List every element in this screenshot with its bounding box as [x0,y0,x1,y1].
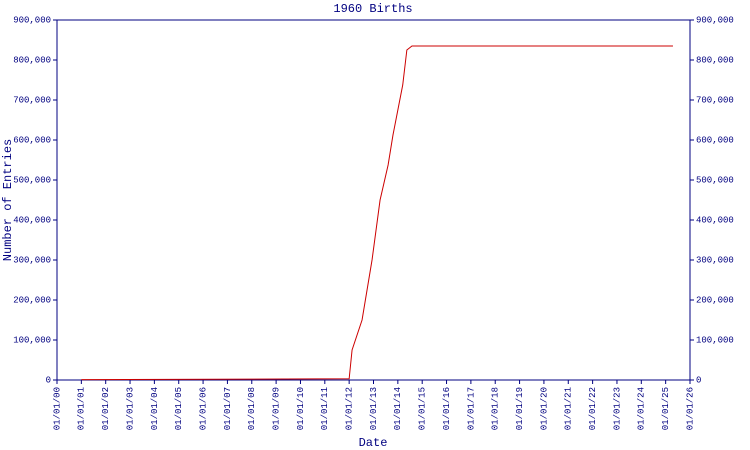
y-tick-label: 0 [46,375,51,385]
y-tick-label: 300,000 [13,255,51,265]
x-tick-label: 01/01/07 [223,387,233,430]
y-tick-label: 100,000 [13,335,51,345]
x-tick-label: 01/01/26 [685,387,695,430]
x-tick-label: 01/01/03 [125,387,135,430]
x-tick-label: 01/01/06 [198,387,208,430]
x-tick-label: 01/01/11 [320,387,330,430]
x-tick-label: 01/01/08 [247,387,257,430]
y-tick-label: 700,000 [13,95,51,105]
x-tick-label: 01/01/00 [52,387,62,430]
y-tick-label: 800,000 [13,55,51,65]
y-tick-label: 200,000 [13,295,51,305]
y2-tick-label: 700,000 [696,95,734,105]
y2-tick-label: 200,000 [696,295,734,305]
y2-tick-label: 300,000 [696,255,734,265]
x-tick-label: 01/01/20 [539,387,549,430]
y-tick-label: 900,000 [13,15,51,25]
x-tick-label: 01/01/10 [296,387,306,430]
x-tick-label: 01/01/25 [661,387,671,430]
y-tick-label: 600,000 [13,135,51,145]
chart-title: 1960 Births [333,2,412,16]
x-tick-label: 01/01/23 [612,387,622,430]
x-tick-label: 01/01/24 [637,387,647,430]
y2-tick-label: 900,000 [696,15,734,25]
y2-tick-label: 400,000 [696,215,734,225]
y2-tick-label: 600,000 [696,135,734,145]
y-axis-label: Number of Entries [1,139,15,261]
x-tick-label: 01/01/16 [442,387,452,430]
y2-tick-label: 0 [696,375,701,385]
x-tick-label: 01/01/01 [77,387,87,430]
x-axis-label: Date [359,436,388,450]
y-tick-label: 500,000 [13,175,51,185]
x-tick-label: 01/01/22 [588,387,598,430]
y2-tick-label: 800,000 [696,55,734,65]
x-tick-label: 01/01/21 [564,387,574,430]
line [81,45,673,381]
x-tick-label: 01/01/04 [150,387,160,430]
x-tick-label: 01/01/14 [393,387,403,430]
y2-tick-label: 500,000 [696,175,734,185]
x-tick-label: 01/01/09 [271,387,281,430]
x-tick-label: 01/01/15 [418,387,428,430]
y2-tick-label: 100,000 [696,335,734,345]
x-tick-label: 01/01/17 [466,387,476,430]
x-tick-label: 01/01/18 [491,387,501,430]
x-tick-label: 01/01/19 [515,387,525,430]
x-tick-label: 01/01/05 [174,387,184,430]
x-tick-label: 01/01/12 [345,387,355,430]
x-tick-label: 01/01/13 [369,387,379,430]
x-tick-label: 01/01/02 [101,387,111,430]
y-tick-label: 400,000 [13,215,51,225]
